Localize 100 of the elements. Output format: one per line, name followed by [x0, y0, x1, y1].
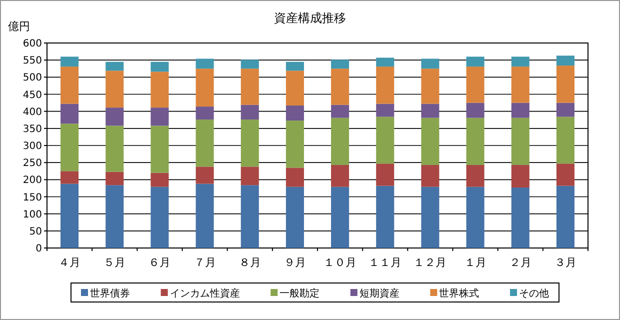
- bar: [196, 120, 214, 167]
- bar: [150, 172, 169, 187]
- bar: [556, 116, 574, 164]
- bar: [556, 56, 574, 66]
- bar: [556, 102, 574, 117]
- bar: [331, 186, 350, 248]
- bar: [331, 164, 350, 187]
- bar: [511, 102, 530, 118]
- bar: [286, 120, 304, 168]
- bar: [60, 184, 79, 248]
- bar: [196, 68, 214, 107]
- bar: [106, 62, 124, 71]
- bar: [106, 185, 124, 248]
- bar: [421, 118, 440, 165]
- bar: [331, 118, 350, 165]
- x-tick-label: ７月: [194, 256, 216, 269]
- y-tick-label: 600: [22, 38, 42, 50]
- legend-label: 短期資産: [359, 288, 400, 300]
- x-tick-label: １１月: [368, 256, 402, 269]
- bar: [60, 124, 79, 172]
- y-tick-label: 50: [29, 226, 42, 238]
- bar: [106, 108, 124, 126]
- x-tick-label: ８月: [238, 256, 261, 269]
- chart-title: 資産構成推移: [274, 11, 346, 25]
- bar: [421, 186, 440, 248]
- bar: [376, 104, 394, 117]
- y-tick-label: 150: [22, 192, 42, 204]
- bar: [331, 60, 350, 69]
- bar: [240, 104, 259, 120]
- bar: [60, 104, 79, 124]
- y-tick-label: 400: [22, 106, 42, 118]
- bar: [511, 66, 530, 103]
- bar: [556, 164, 574, 186]
- y-tick-label: 500: [22, 72, 42, 84]
- bar: [421, 68, 440, 104]
- bar: [511, 164, 530, 188]
- bar: [421, 58, 440, 69]
- bar: [511, 118, 530, 165]
- y-tick-label: 250: [22, 158, 42, 170]
- bar: [286, 168, 304, 187]
- bar: [511, 188, 530, 248]
- x-tick-label: ３月: [554, 256, 576, 269]
- bar: [240, 185, 259, 248]
- bar: [466, 56, 484, 67]
- bar: [150, 126, 169, 173]
- bar: [196, 166, 214, 184]
- x-tick-label: １月: [464, 256, 486, 269]
- bar: [240, 166, 259, 186]
- bar: [376, 58, 394, 67]
- bar: [511, 56, 530, 67]
- bar: [196, 58, 214, 69]
- y-tick-label: 450: [22, 90, 42, 101]
- bar: [376, 116, 394, 164]
- y-tick-label: 100: [22, 209, 42, 220]
- bar: [376, 164, 394, 186]
- bar: [331, 104, 350, 118]
- y-tick-label: 550: [22, 56, 42, 67]
- bar: [60, 56, 79, 67]
- bar: [466, 118, 484, 165]
- bar: [286, 106, 304, 121]
- bar: [240, 120, 259, 167]
- y-axis-title: 億円: [8, 20, 30, 33]
- bar: [106, 172, 124, 186]
- bar: [106, 126, 124, 172]
- bar: [466, 164, 484, 187]
- x-tick-label: １２月: [414, 256, 447, 269]
- y-tick-label: 300: [22, 141, 42, 152]
- bar: [150, 72, 169, 108]
- bar: [240, 68, 259, 105]
- bar: [60, 66, 79, 104]
- bar: [556, 66, 574, 103]
- bar: [106, 70, 124, 108]
- legend-label: 世界株式: [439, 288, 480, 300]
- bar: [421, 104, 440, 118]
- bar: [150, 62, 169, 72]
- bar: [466, 102, 484, 118]
- bar: [60, 171, 79, 184]
- bar: [286, 186, 304, 248]
- bar: [286, 62, 304, 71]
- legend-label: その他: [519, 288, 549, 300]
- bar: [466, 66, 484, 103]
- legend-label: 一般勘定: [280, 288, 320, 300]
- bar: [421, 164, 440, 187]
- legend-label: 世界債券: [90, 288, 130, 300]
- x-tick-label: ９月: [284, 256, 306, 269]
- bar: [376, 66, 394, 104]
- bar: [331, 68, 350, 105]
- x-tick-label: ６月: [148, 256, 171, 269]
- bar: [556, 186, 574, 248]
- x-tick-label: １０月: [324, 256, 357, 269]
- bar: [376, 186, 394, 248]
- bar: [196, 184, 214, 248]
- y-tick-label: 200: [22, 175, 42, 186]
- bar: [286, 70, 304, 106]
- bar: [150, 186, 169, 248]
- x-tick-label: ２月: [509, 256, 532, 269]
- x-tick-label: ４月: [58, 256, 81, 269]
- y-tick-label: 0: [36, 244, 42, 254]
- x-tick-label: ５月: [104, 256, 126, 269]
- bar: [466, 186, 484, 248]
